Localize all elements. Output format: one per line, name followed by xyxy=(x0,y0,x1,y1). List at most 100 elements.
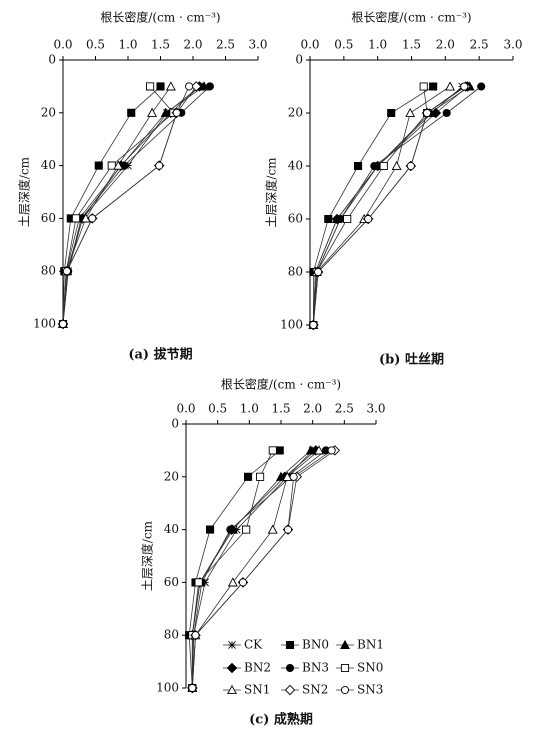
marker xyxy=(289,472,298,481)
marker xyxy=(62,267,71,276)
marker xyxy=(379,161,388,171)
series-line xyxy=(191,450,332,689)
x-axis-title: 根长密度/(cm · cm⁻³) xyxy=(100,10,220,25)
y-axis-title: 土层深度/cm xyxy=(140,520,155,591)
marker xyxy=(172,108,181,117)
x-axis-title: 根长密度/(cm · cm⁻³) xyxy=(221,377,341,392)
y-tick-label: 80 xyxy=(41,264,56,278)
marker xyxy=(242,525,251,534)
marker xyxy=(336,214,345,224)
marker xyxy=(406,161,415,171)
y-tick-label: 100 xyxy=(33,317,56,331)
x-tick-label: 0.5 xyxy=(334,38,353,52)
marker xyxy=(327,446,336,455)
marker xyxy=(113,160,124,170)
marker xyxy=(185,82,194,91)
marker xyxy=(324,214,333,224)
marker xyxy=(442,108,451,118)
legend-marker xyxy=(228,641,236,649)
marker xyxy=(419,82,428,91)
y-tick-label: 40 xyxy=(288,159,303,173)
x-axis-title: 根长密度/(cm · cm⁻³) xyxy=(351,10,471,25)
series-line xyxy=(312,86,470,326)
y-tick-label: 100 xyxy=(156,681,179,695)
legend-marker xyxy=(227,684,237,695)
legend-label: SN2 xyxy=(302,683,328,697)
marker xyxy=(191,631,200,640)
series-line xyxy=(191,450,327,689)
marker xyxy=(147,107,158,117)
marker xyxy=(314,445,324,455)
x-tick-label: 0.0 xyxy=(53,38,72,52)
y-axis-title: 土层深度/cm xyxy=(264,157,279,228)
series-line xyxy=(62,86,200,325)
legend-marker xyxy=(285,640,295,650)
legend-label: BN0 xyxy=(302,638,329,652)
marker xyxy=(244,472,253,481)
x-tick-label: 0.5 xyxy=(86,38,105,52)
marker xyxy=(314,267,323,277)
y-tick-label: 40 xyxy=(164,522,179,536)
marker xyxy=(205,82,214,91)
series-line xyxy=(62,86,197,325)
series-line xyxy=(191,450,336,689)
marker xyxy=(364,214,373,224)
series-line xyxy=(62,86,200,325)
marker xyxy=(127,108,136,117)
y-tick-label: 20 xyxy=(41,105,56,119)
marker xyxy=(282,471,293,481)
marker xyxy=(88,214,97,223)
marker xyxy=(165,81,176,91)
marker xyxy=(256,472,265,481)
series-line xyxy=(191,450,274,688)
x-tick-label: 1.0 xyxy=(118,38,137,52)
x-tick-label: 1.5 xyxy=(402,38,421,52)
series-line xyxy=(62,86,161,325)
legend-marker xyxy=(340,663,350,673)
legend-label: BN3 xyxy=(302,661,329,675)
x-tick-label: 1.5 xyxy=(151,38,170,52)
series-line xyxy=(62,86,190,325)
marker xyxy=(430,107,442,119)
legend-label: CK xyxy=(244,638,263,652)
y-tick-label: 0 xyxy=(171,417,179,431)
marker xyxy=(353,161,363,171)
legend-label: SN0 xyxy=(357,661,383,675)
series-line xyxy=(62,86,205,325)
x-tick-label: 3.0 xyxy=(503,38,522,52)
y-tick-label: 100 xyxy=(280,318,303,332)
series-line xyxy=(188,450,280,689)
series-line xyxy=(312,86,482,326)
x-tick-label: 2.5 xyxy=(470,38,489,52)
marker xyxy=(156,82,165,91)
series-line xyxy=(312,86,451,326)
marker xyxy=(194,578,203,587)
marker xyxy=(146,82,155,91)
x-tick-label: 1.0 xyxy=(368,38,387,52)
y-tick-label: 60 xyxy=(288,212,303,226)
legend-marker xyxy=(285,663,295,673)
series-line xyxy=(62,86,172,325)
marker xyxy=(429,82,438,91)
marker xyxy=(267,524,278,534)
series-line xyxy=(312,86,434,325)
marker xyxy=(71,214,81,223)
series-line xyxy=(191,450,320,689)
y-axis-title: 土层深度/cm xyxy=(17,156,32,227)
series-line xyxy=(62,86,211,325)
x-tick-label: 2.5 xyxy=(216,38,235,52)
series-line xyxy=(312,86,465,326)
series-line xyxy=(312,86,428,326)
legend-label: BN2 xyxy=(244,661,271,675)
marker xyxy=(227,577,238,587)
legend-marker xyxy=(226,662,238,674)
legend-marker xyxy=(340,639,350,650)
marker xyxy=(206,525,215,534)
series-line xyxy=(312,86,468,326)
marker xyxy=(445,81,456,91)
marker xyxy=(309,320,318,330)
marker xyxy=(477,82,486,91)
x-tick-label: 3.0 xyxy=(366,402,385,416)
y-tick-label: 80 xyxy=(164,628,179,642)
